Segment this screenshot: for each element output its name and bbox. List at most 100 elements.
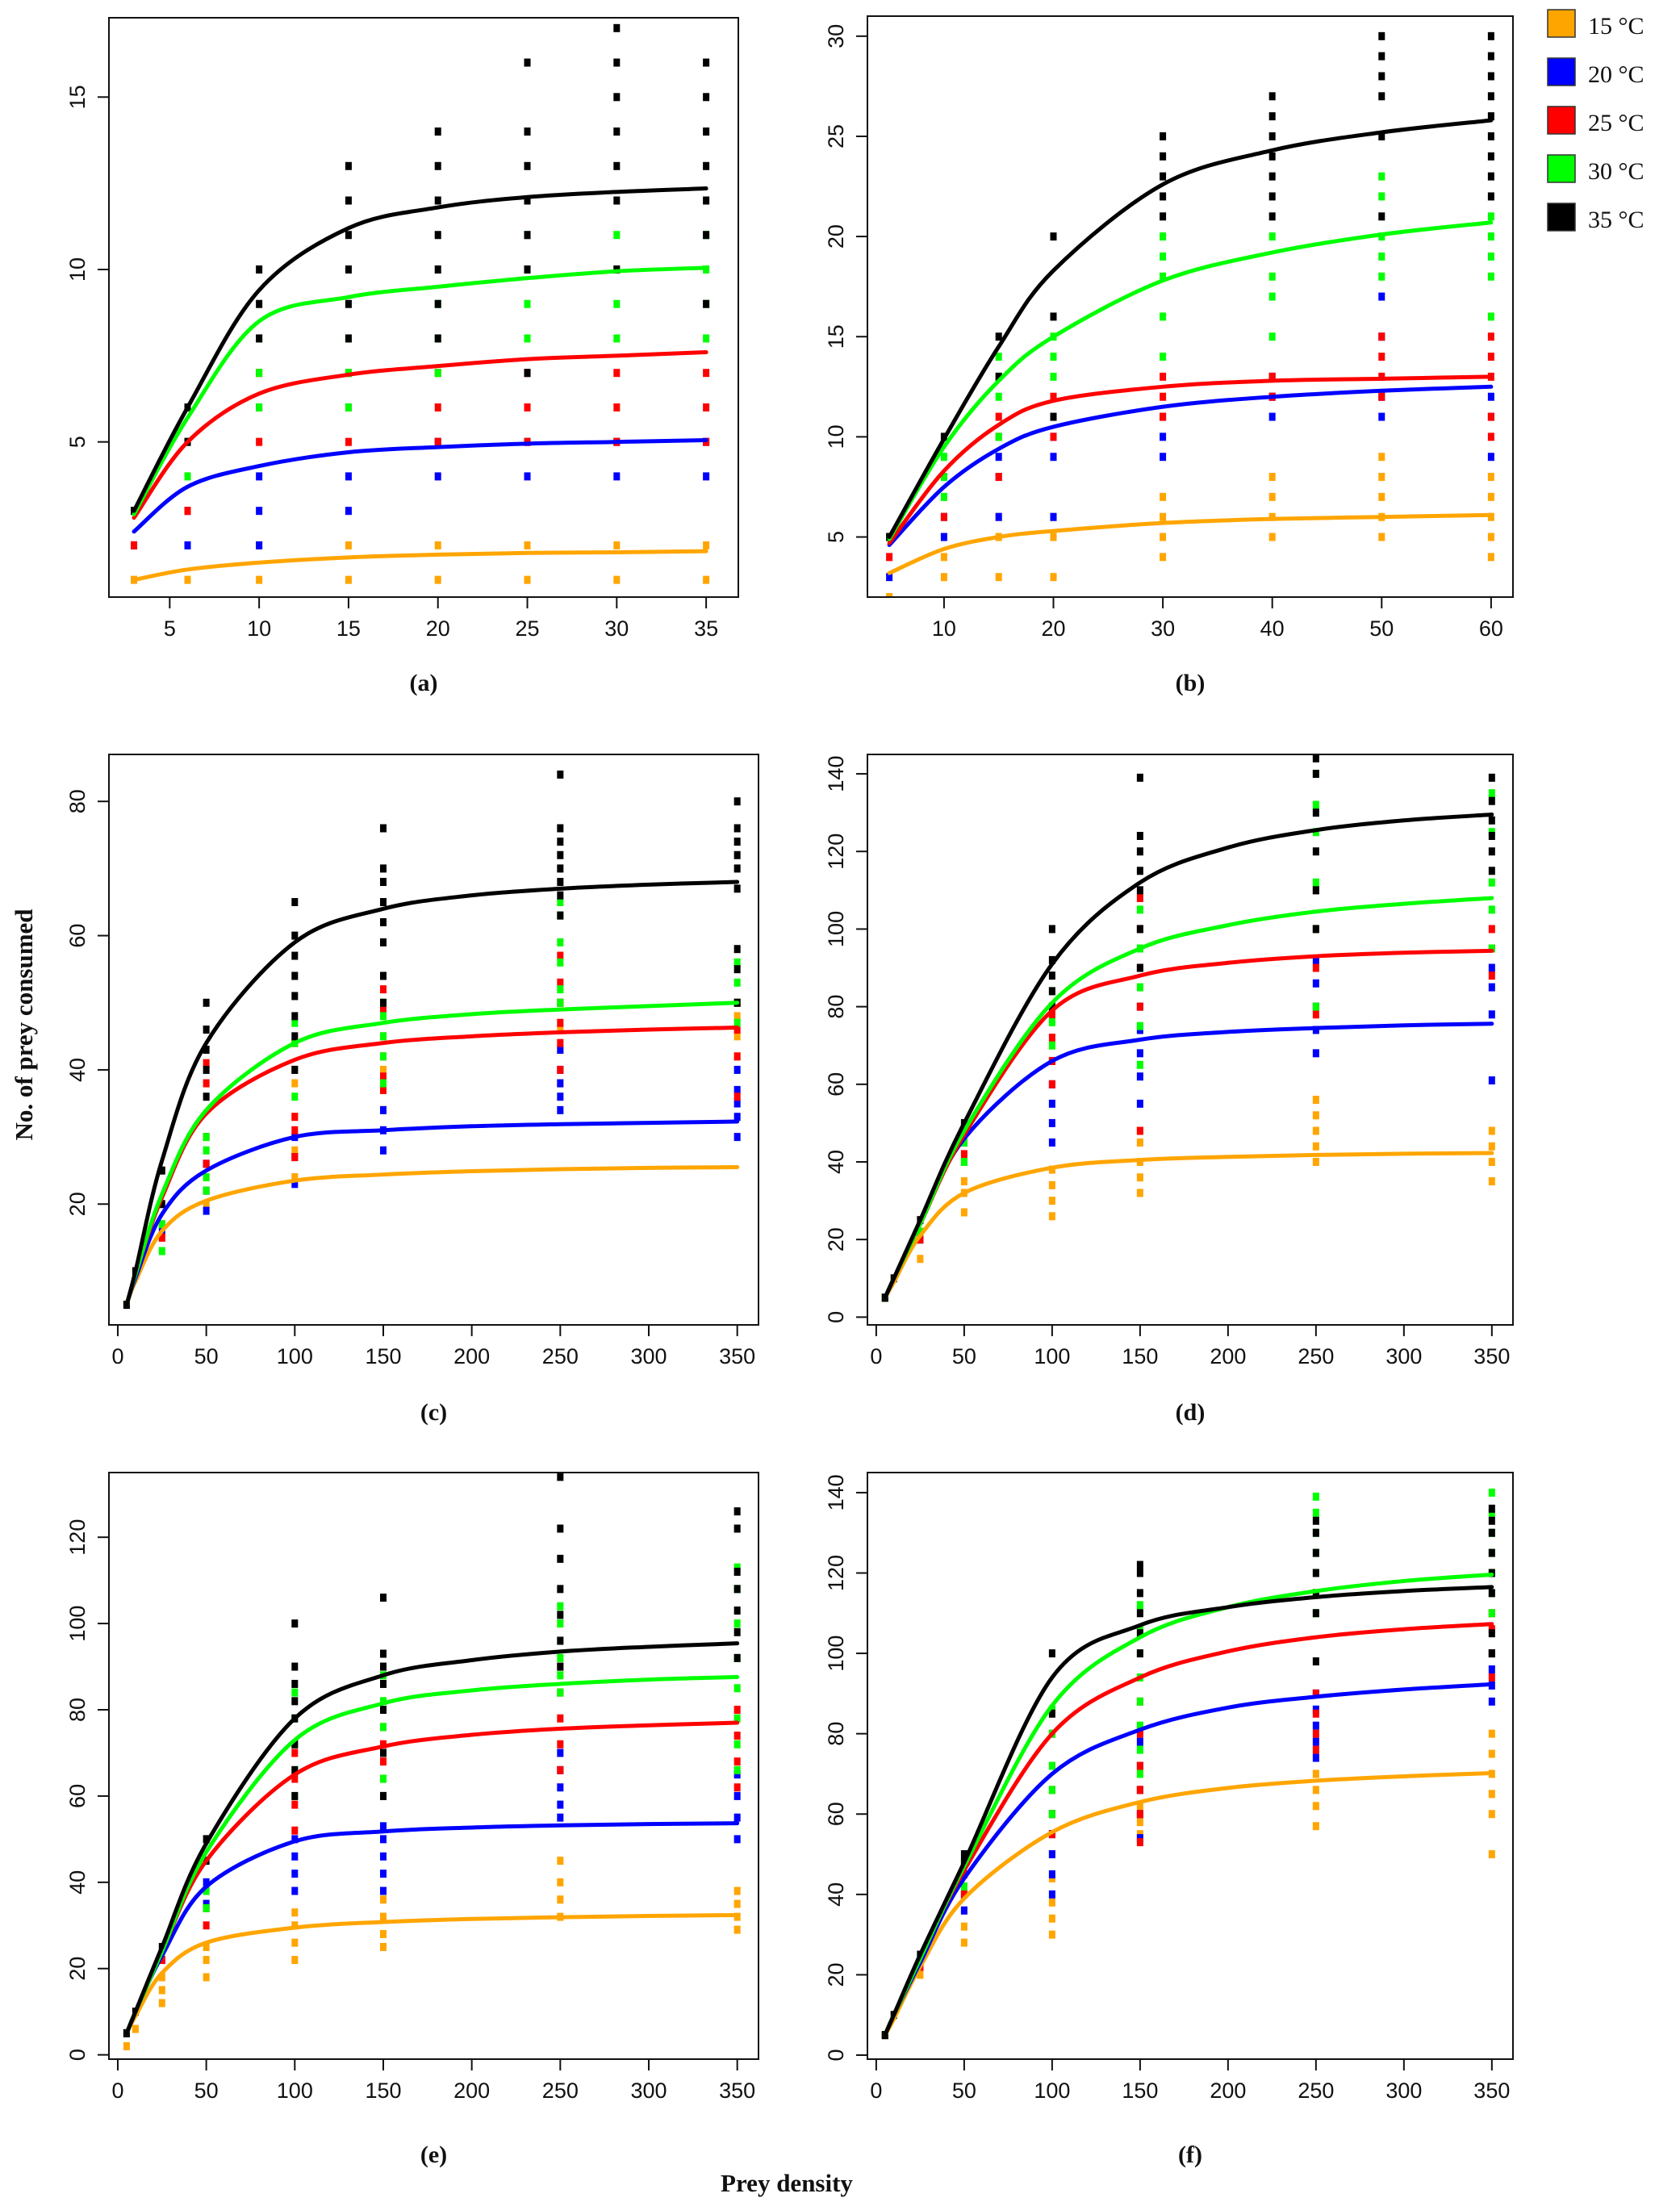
data-point (203, 1065, 210, 1074)
data-point (1268, 412, 1276, 421)
data-point (1312, 1753, 1319, 1762)
data-point (613, 472, 621, 481)
data-point (733, 838, 741, 846)
data-point (434, 541, 441, 549)
data-point (1048, 1898, 1055, 1907)
data-point (1312, 755, 1319, 762)
data-point (1488, 1609, 1495, 1618)
data-point (1488, 847, 1495, 856)
data-point (1268, 272, 1276, 281)
data-point (1312, 886, 1319, 895)
data-point (1488, 1528, 1495, 1537)
x-tick-label: 300 (630, 2079, 667, 2103)
data-point (345, 507, 352, 516)
data-point (1488, 816, 1495, 825)
data-point (1488, 1010, 1495, 1019)
data-point (557, 1783, 564, 1792)
data-point (1160, 453, 1167, 462)
data-point (1487, 332, 1494, 341)
data-point (1160, 512, 1167, 521)
data-point (203, 1956, 210, 1965)
data-point (291, 1921, 299, 1930)
x-tick-label: 20 (426, 616, 450, 641)
data-point (345, 437, 352, 446)
data-point (379, 1886, 387, 1895)
plot-frame (867, 1472, 1514, 2060)
data-point (203, 1878, 210, 1886)
data-point (557, 1026, 564, 1034)
data-point (733, 1133, 741, 1142)
data-point (1312, 979, 1319, 988)
legend: 15 °C 20 °C 25 °C 30 °C 35 °C (1547, 9, 1644, 233)
x-tick-label: 100 (277, 1344, 313, 1368)
data-point (733, 1813, 741, 1822)
y-tick-label: 5 (824, 531, 848, 543)
data-point (1136, 983, 1143, 992)
x-tick-label: 300 (1385, 2079, 1422, 2103)
data-point (557, 1857, 564, 1865)
x-tick-label: 200 (453, 2079, 490, 2103)
data-point (960, 1208, 967, 1217)
data-point (256, 541, 263, 549)
data-point (291, 1886, 299, 1895)
data-point (1378, 292, 1385, 301)
data-point (995, 473, 1002, 482)
data-point (733, 864, 741, 873)
data-point (524, 299, 531, 308)
data-point (1488, 832, 1495, 840)
data-point (1048, 1709, 1055, 1718)
data-point (1136, 1126, 1143, 1135)
data-point (1488, 963, 1495, 972)
data-point (1136, 1721, 1143, 1730)
panel-caption: (f) (1178, 2141, 1202, 2168)
fit-line (887, 512, 1494, 575)
panel-caption: (c) (420, 1399, 447, 1426)
data-point (1268, 232, 1276, 241)
data-point (379, 1032, 387, 1041)
data-point (1050, 512, 1057, 521)
data-point (158, 1999, 165, 2008)
data-point (733, 1507, 741, 1516)
data-point (1378, 492, 1385, 501)
data-point (203, 1133, 210, 1142)
data-point (1487, 232, 1494, 241)
fit-line (132, 549, 708, 583)
data-point (1487, 412, 1494, 421)
data-point (1487, 553, 1494, 562)
data-point (131, 541, 138, 549)
fit-line (883, 1682, 1494, 2037)
data-point (1136, 1060, 1143, 1069)
x-tick-label: 150 (1122, 2079, 1158, 2103)
data-point (1160, 272, 1167, 281)
legend-label-20: 20 °C (1588, 61, 1644, 88)
data-point (703, 403, 710, 412)
data-point (1050, 392, 1057, 401)
data-point (733, 1012, 741, 1021)
data-point (1488, 1850, 1495, 1859)
legend-swatch-15 (1547, 9, 1576, 38)
data-point (379, 1105, 387, 1114)
data-point (345, 231, 352, 240)
data-point (345, 472, 352, 481)
data-point (1160, 392, 1167, 401)
data-point (1487, 252, 1494, 261)
data-point (1312, 1729, 1319, 1738)
data-point (557, 878, 564, 887)
data-point (345, 403, 352, 412)
data-point (434, 369, 441, 378)
data-point (1312, 1548, 1319, 1557)
data-point (203, 1079, 210, 1088)
data-point (291, 1697, 299, 1706)
data-point (917, 1255, 924, 1264)
data-point (256, 437, 263, 446)
data-point (1160, 553, 1167, 562)
data-point (434, 403, 441, 412)
data-point (613, 58, 621, 67)
y-tick-label: 20 (824, 1962, 848, 1987)
panel-b: 10 20 30 40 50 60 5 10 15 20 25 30 (b) (824, 15, 1514, 696)
data-point (379, 1065, 387, 1074)
data-point (886, 553, 893, 562)
data-point (1312, 1002, 1319, 1011)
data-point (1268, 172, 1276, 181)
data-point (703, 127, 710, 136)
